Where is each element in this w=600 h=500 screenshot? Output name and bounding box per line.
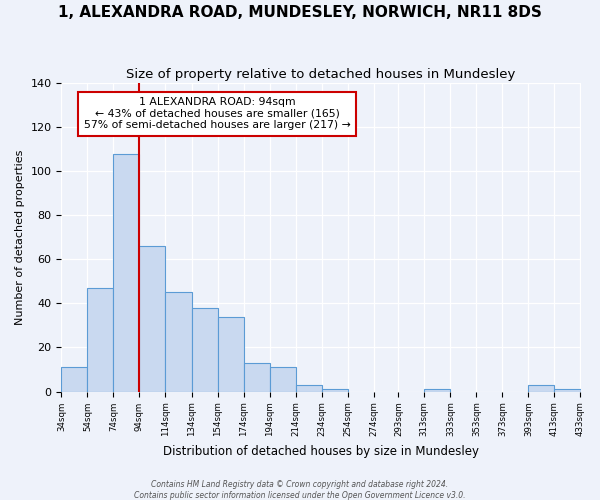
- Bar: [554, 390, 581, 392]
- Title: Size of property relative to detached houses in Mundesley: Size of property relative to detached ho…: [126, 68, 515, 80]
- Bar: [269, 368, 296, 392]
- Bar: [113, 154, 139, 392]
- Bar: [218, 316, 244, 392]
- Bar: [88, 288, 113, 392]
- Bar: [424, 390, 451, 392]
- Bar: [244, 363, 269, 392]
- Bar: [529, 385, 554, 392]
- Bar: [61, 368, 88, 392]
- Y-axis label: Number of detached properties: Number of detached properties: [15, 150, 25, 325]
- Text: Contains HM Land Registry data © Crown copyright and database right 2024.
Contai: Contains HM Land Registry data © Crown c…: [134, 480, 466, 500]
- Text: 1, ALEXANDRA ROAD, MUNDESLEY, NORWICH, NR11 8DS: 1, ALEXANDRA ROAD, MUNDESLEY, NORWICH, N…: [58, 5, 542, 20]
- Bar: [191, 308, 218, 392]
- Text: 1 ALEXANDRA ROAD: 94sqm
← 43% of detached houses are smaller (165)
57% of semi-d: 1 ALEXANDRA ROAD: 94sqm ← 43% of detache…: [84, 97, 350, 130]
- Bar: [322, 390, 347, 392]
- Bar: [296, 385, 322, 392]
- X-axis label: Distribution of detached houses by size in Mundesley: Distribution of detached houses by size …: [163, 444, 479, 458]
- Bar: [166, 292, 191, 392]
- Bar: [139, 246, 166, 392]
